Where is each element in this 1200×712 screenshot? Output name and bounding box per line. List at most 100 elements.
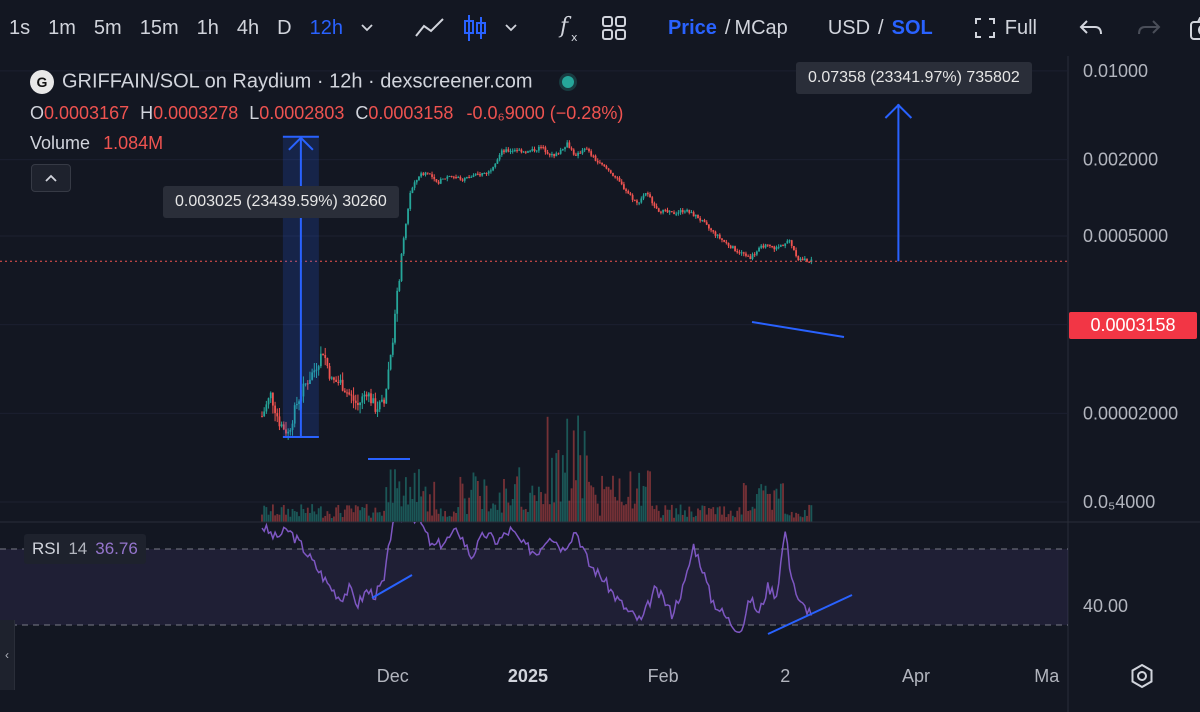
camera-icon	[1189, 17, 1200, 40]
volume-bar	[546, 416, 549, 522]
volume-bar	[708, 508, 710, 522]
timeframe-1m[interactable]: 1m	[48, 16, 76, 39]
volume-bar	[498, 492, 501, 522]
volume-bar	[322, 517, 324, 522]
candle-body	[760, 245, 763, 248]
volume-bar	[788, 515, 791, 522]
timeframe-1h[interactable]: 1h	[196, 16, 219, 39]
sol-toggle[interactable]: SOL	[891, 16, 933, 39]
volume-bar	[790, 511, 793, 522]
candle-body	[766, 244, 769, 246]
candle-body	[444, 178, 447, 180]
volume-bar	[769, 493, 771, 522]
candle-body	[714, 231, 717, 236]
candle-body	[513, 150, 516, 152]
candle-body	[457, 177, 460, 179]
candle-body	[522, 151, 525, 153]
candle-body	[391, 342, 394, 355]
candle-body	[494, 163, 497, 168]
fullscreen-button[interactable]: Full	[965, 16, 1045, 40]
volume-bar	[511, 499, 514, 522]
candle-body	[492, 167, 494, 171]
candle-body	[542, 146, 545, 148]
chart-settings-button[interactable]	[1128, 662, 1156, 690]
candle-body	[352, 395, 355, 401]
volume-bar	[439, 508, 442, 522]
candle-body	[548, 153, 551, 156]
volume-bar	[500, 512, 503, 522]
chart-type-dropdown[interactable]	[496, 23, 526, 33]
volume-bar	[697, 508, 699, 522]
volume-bar	[585, 455, 588, 522]
candle-body	[745, 253, 747, 256]
candle-body	[551, 153, 553, 156]
volume-bar	[660, 517, 662, 522]
candle-body	[428, 173, 431, 175]
candle-body	[282, 424, 285, 430]
candle-body	[555, 153, 558, 157]
candle-body	[507, 149, 510, 152]
candle-body	[359, 402, 361, 406]
timeframe-1s[interactable]: 1s	[9, 16, 31, 39]
volume-bar	[797, 513, 800, 522]
volume-bar	[426, 511, 429, 522]
candle-body	[481, 173, 484, 176]
candle-body	[681, 210, 684, 213]
candle-body	[448, 175, 451, 177]
candle-body	[690, 212, 693, 214]
candle-body	[422, 173, 425, 175]
candle-body	[747, 255, 750, 257]
timeframe-4h[interactable]: 4h	[236, 16, 260, 39]
volume-bar	[404, 477, 407, 522]
volume-bar	[354, 505, 357, 522]
price-toggle[interactable]: Price	[667, 16, 717, 39]
candle-body	[350, 394, 353, 396]
candles-button[interactable]	[454, 13, 496, 43]
candle-body	[716, 234, 719, 236]
volume-bar	[596, 503, 599, 522]
redo-button[interactable]	[1127, 16, 1171, 40]
volume-bar	[657, 510, 660, 522]
volume-bar	[278, 514, 281, 522]
settings-icon	[1131, 663, 1153, 689]
candle-body	[298, 401, 300, 405]
svg-text:x: x	[571, 31, 578, 43]
candle-body	[496, 159, 499, 164]
candle-body	[404, 223, 407, 239]
volume-bar	[629, 471, 632, 522]
volume-bar	[799, 516, 802, 522]
candle-body	[503, 150, 505, 153]
left-panel-toggle[interactable]: ‹	[0, 620, 15, 690]
x-tick-label: Feb	[648, 666, 679, 686]
candle-body	[568, 142, 571, 149]
timeframe-dropdown[interactable]	[352, 23, 382, 33]
volume-bar	[319, 506, 322, 522]
volume-bar	[716, 507, 719, 522]
volume-bar	[688, 506, 691, 522]
usd-toggle[interactable]: USD	[827, 16, 871, 39]
undo-button[interactable]	[1069, 16, 1113, 40]
candle-body	[577, 152, 579, 156]
volume-bar	[592, 487, 595, 522]
y-tick-label: 0.002000	[1083, 150, 1158, 170]
timeframe-d[interactable]: D	[277, 16, 292, 39]
timeframe-15m[interactable]: 15m	[139, 16, 179, 39]
layouts-button[interactable]	[592, 14, 636, 42]
collapse-legend-button[interactable]	[31, 164, 71, 192]
snapshot-button[interactable]	[1181, 15, 1200, 41]
mcap-toggle[interactable]: MCap	[734, 16, 788, 39]
ohlc-row: O0.0003167 H0.0003278 L0.0002803 C0.0003…	[30, 103, 623, 124]
volume-bar	[479, 495, 481, 522]
volume-bar	[793, 517, 795, 522]
candle-body	[343, 390, 346, 393]
candle-body	[383, 399, 385, 404]
svg-text:f: f	[558, 14, 572, 39]
volume-bar	[782, 483, 784, 522]
volume-bar	[315, 514, 318, 522]
price-chart[interactable]: 0.20000.050000.010000.0020000.00050000.0…	[0, 56, 1200, 712]
line-chart-button[interactable]	[406, 16, 454, 40]
timeframe-5m[interactable]: 5m	[93, 16, 122, 39]
timeframe-12h[interactable]: 12h	[309, 16, 343, 39]
